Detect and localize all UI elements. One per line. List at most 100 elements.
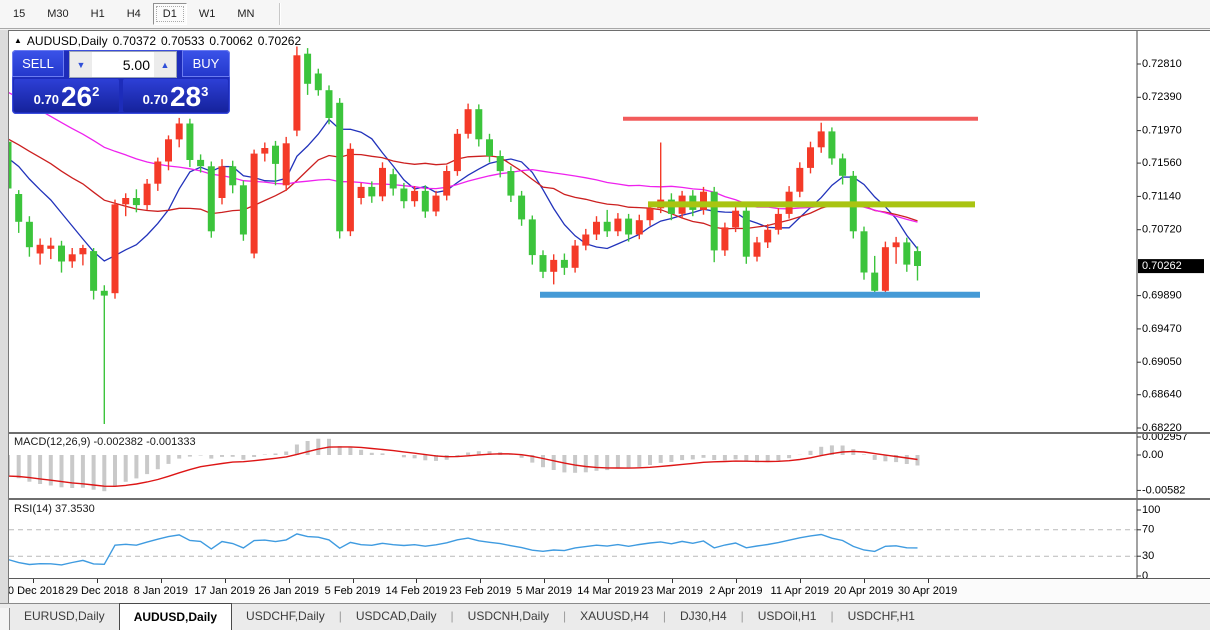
time-axis-tick <box>33 579 34 583</box>
ohlc-open: 0.70372 <box>112 34 156 48</box>
svg-text:0.70262: 0.70262 <box>1142 260 1182 272</box>
sell-button[interactable]: SELL <box>12 50 64 77</box>
time-axis[interactable]: 20 Dec 2018 29 Dec 2018 8 Jan 2019 17 Jan 2… <box>0 578 1210 603</box>
price-axis-label: 0.70720 <box>1142 224 1182 236</box>
timeframe-button-h4[interactable]: H4 <box>126 8 141 20</box>
fast-ma-line <box>7 118 919 262</box>
time-axis-label: 20 Apr 2019 <box>834 585 894 597</box>
price-axis-label: 0.68640 <box>1142 389 1182 401</box>
time-axis-label: 11 Apr 2019 <box>770 585 830 597</box>
tab-stub <box>0 608 10 630</box>
tab-audusd-daily[interactable]: AUDUSD,Daily <box>118 603 233 630</box>
ohlc-low: 0.70062 <box>209 34 253 48</box>
time-axis-tick <box>352 579 354 583</box>
buy-price-point: 3 <box>201 84 209 99</box>
rsi-background <box>0 500 1210 578</box>
time-axis-label: 26 Jan 2019 <box>258 585 319 597</box>
volume-increase-button[interactable]: ▲ <box>154 52 176 77</box>
volume-decrease-button[interactable]: ▼ <box>70 52 92 77</box>
macd-signal-line <box>7 446 918 488</box>
candles-layer <box>4 46 921 424</box>
macd-indicator-label: MACD(12,26,9) -0.002382 -0.001333 <box>14 436 196 448</box>
time-axis-tick <box>288 579 290 583</box>
tab-separator: | <box>338 609 342 623</box>
chart-symbol-label: AUDUSD,Daily <box>26 34 108 48</box>
ohlc-high: 0.70533 <box>161 34 205 48</box>
volume-input[interactable] <box>92 52 154 77</box>
collapse-panel-icon[interactable]: ▲ <box>14 35 22 45</box>
timeframe-button-h1[interactable]: H1 <box>90 8 105 20</box>
rsi-axis-label: 0 <box>1142 570 1148 578</box>
time-axis-tick <box>480 579 482 583</box>
time-axis-tick <box>96 579 98 583</box>
price-axis-label: 0.69470 <box>1142 323 1182 335</box>
time-axis-tick <box>799 579 801 583</box>
tab-separator: | <box>740 609 744 623</box>
tab-separator: | <box>450 609 454 623</box>
tab-separator: | <box>563 609 567 623</box>
time-axis-label: 30 Apr 2019 <box>897 585 958 597</box>
timeframe-button-m30[interactable]: M30 <box>47 8 69 20</box>
time-axis-tick <box>863 579 865 583</box>
time-axis-label: 17 Jan 2019 <box>194 585 255 597</box>
rsi-axis-label: 70 <box>1142 524 1154 536</box>
time-axis-label: 23 Mar 2019 <box>641 585 703 597</box>
price-axis-label: 0.69890 <box>1142 290 1182 302</box>
tab-usdoil-h1[interactable]: USDOil,H1 <box>757 609 817 623</box>
tab-dj30-h4[interactable]: DJ30,H4 <box>679 609 727 623</box>
sell-price-display[interactable]: 0.70 26 2 <box>14 79 119 112</box>
time-axis-tick <box>608 579 610 583</box>
buy-button[interactable]: BUY <box>182 50 230 77</box>
price-axis-label: 0.71140 <box>1142 190 1181 202</box>
time-axis-label: 5 Mar 2019 <box>516 585 573 597</box>
tab-usdcnh-daily[interactable]: USDCNH,Daily <box>467 609 550 623</box>
time-axis-label: 2 Apr 2019 <box>709 585 763 597</box>
price-axis-label: 0.72810 <box>1142 58 1182 70</box>
time-axis-label: 29 Dec 2018 <box>65 585 129 597</box>
rsi-axis-label: 30 <box>1142 550 1154 562</box>
current-price-tag: 0.70262 <box>1138 259 1204 274</box>
time-axis-tick <box>735 579 737 583</box>
tab-usdchf-h1[interactable]: USDCHF,H1 <box>847 609 915 623</box>
tab-separator: | <box>662 609 666 623</box>
ohlc-close: 0.70262 <box>257 34 302 48</box>
sell-price-prefix: 0.70 <box>33 92 59 107</box>
time-axis-label: 8 Jan 2019 <box>133 585 189 597</box>
time-axis-tick <box>416 579 418 583</box>
timeframe-button-15[interactable]: 15 <box>13 8 26 20</box>
macd-axis-label: -0.00582 <box>1142 484 1185 496</box>
tab-separator: | <box>830 609 834 623</box>
chart-tabs-bar: EURUSD,Daily AUDUSD,Daily USDCHF,Daily | USD… <box>0 603 1210 630</box>
macd-axis-label: 0.002957 <box>1142 432 1188 443</box>
price-axis-label: 0.68220 <box>1142 422 1182 432</box>
tab-xauusd-h4[interactable]: XAUUSD,H4 <box>580 609 649 623</box>
time-axis-tick <box>160 579 162 583</box>
price-axis-label: 0.72390 <box>1142 91 1182 103</box>
window-left-frame <box>0 30 9 603</box>
mid-ma-line <box>7 138 918 230</box>
macd-axis-label: 0.00 <box>1142 449 1163 461</box>
time-axis-label: 14 Mar 2019 <box>577 585 639 597</box>
time-axis-tick <box>224 579 226 583</box>
timeframe-button-d1[interactable]: D1 <box>152 3 187 25</box>
one-click-trading-panel: SELL ▼ ▲ BUY 0.70 26 2 0.70 28 3 <box>12 50 230 114</box>
buy-price-display[interactable]: 0.70 28 3 <box>123 79 228 112</box>
buy-price-prefix: 0.70 <box>142 92 168 107</box>
time-axis-label: 20 Dec 2018 <box>1 585 65 597</box>
price-axis-label: 0.71970 <box>1142 125 1182 137</box>
toolbar-separator <box>279 3 282 25</box>
price-chart[interactable]: 0.72810 0.72390 0.71970 0.71560 0.71140 0.707… <box>0 30 1210 432</box>
macd-panel[interactable]: 0.002957 0.00 -0.00582 <box>0 432 1210 498</box>
tab-eurusd-daily[interactable]: EURUSD,Daily <box>24 609 105 623</box>
timeframe-toolbar: 15 M30 H1 H4 D1 W1 MN <box>0 0 1210 29</box>
tab-usdcad-daily[interactable]: USDCAD,Daily <box>355 609 437 623</box>
time-axis-label: 23 Feb 2019 <box>449 585 512 597</box>
sell-price-point: 2 <box>92 84 100 99</box>
rsi-indicator-label: RSI(14) 37.3530 <box>14 503 95 515</box>
time-axis-label: 14 Feb 2019 <box>385 585 448 597</box>
timeframe-button-w1[interactable]: W1 <box>198 8 216 20</box>
timeframe-button-mn[interactable]: MN <box>237 8 255 20</box>
tab-usdchf-daily[interactable]: USDCHF,Daily <box>246 609 325 623</box>
rsi-panel[interactable]: 100 70 30 0 <box>0 498 1210 578</box>
